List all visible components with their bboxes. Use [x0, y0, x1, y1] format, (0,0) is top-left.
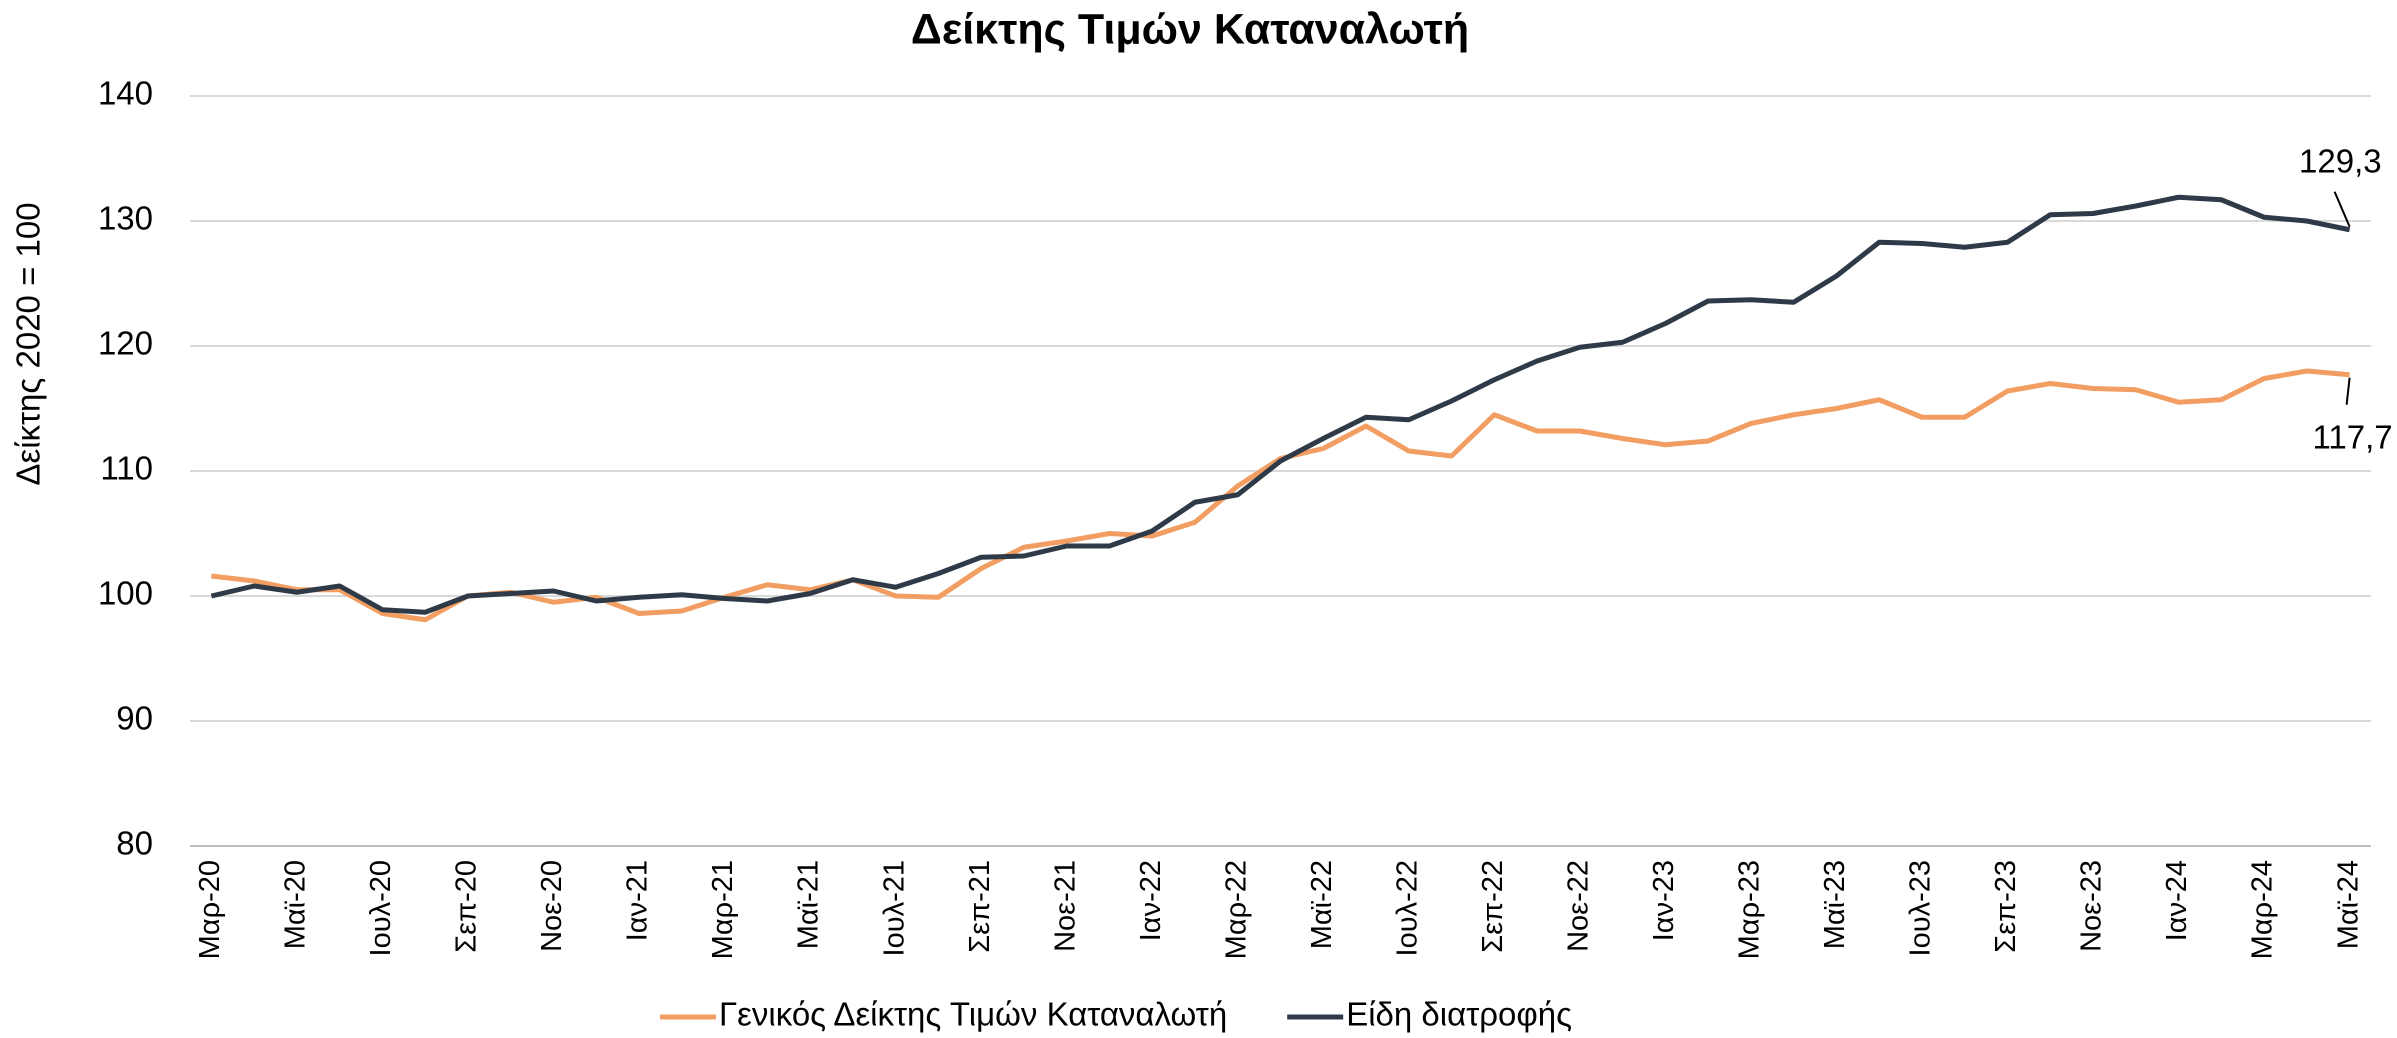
- x-tick-label: Μαρ-20: [194, 860, 226, 959]
- x-tick-label: Μαϊ-20: [280, 860, 312, 949]
- label-leader: [2345, 377, 2351, 405]
- data-label: 117,7: [2312, 418, 2392, 455]
- label-leader: [2333, 191, 2351, 228]
- x-tick-label: Μαϊ-24: [2332, 860, 2364, 949]
- series-line: [211, 368, 2350, 623]
- x-tick-label: Ιουλ-23: [1905, 860, 1937, 956]
- y-tick-label: 110: [100, 450, 153, 487]
- x-tick-label: Ιαν-21: [622, 860, 654, 941]
- x-tick-label: Μαρ-24: [2247, 860, 2279, 959]
- x-tick-label: Μαϊ-23: [1819, 860, 1851, 949]
- y-tick-label: 100: [98, 575, 153, 612]
- x-tick-label: Ιαν-24: [2161, 860, 2193, 941]
- x-tick-label: Νοε-20: [536, 860, 568, 952]
- x-tick-label: Ιουλ-22: [1391, 860, 1423, 956]
- legend-label: Γενικός Δείκτης Τιμών Καταναλωτή: [719, 996, 1227, 1033]
- x-tick-label: Ιαν-22: [1135, 860, 1167, 941]
- x-tick-label: Νοε-21: [1049, 860, 1081, 952]
- x-tick-label: Σεπ-22: [1477, 860, 1509, 953]
- x-tick-label: Μαϊ-22: [1306, 860, 1338, 949]
- x-tick-label: Νοε-23: [2076, 860, 2108, 952]
- x-tick-label: Σεπ-20: [451, 860, 483, 953]
- data-label: 129,3: [2299, 142, 2382, 179]
- y-tick-label: 140: [98, 75, 153, 112]
- x-tick-label: Ιουλ-21: [878, 860, 910, 956]
- y-tick-label: 90: [116, 700, 153, 737]
- x-tick-label: Σεπ-21: [964, 860, 996, 953]
- x-tick-label: Μαρ-23: [1734, 860, 1766, 959]
- series-line: [210, 194, 2351, 615]
- x-tick-label: Μαϊ-21: [793, 860, 825, 949]
- chart-title: Δείκτης Τιμών Καταναλωτή: [911, 5, 1469, 53]
- y-tick-label: 120: [98, 325, 153, 362]
- x-tick-label: Ιαν-23: [1648, 860, 1680, 941]
- x-tick-label: Μαρ-21: [707, 860, 739, 959]
- x-tick-label: Σεπ-23: [1990, 860, 2022, 953]
- x-tick-label: Ιουλ-20: [365, 860, 397, 956]
- y-tick-label: 80: [116, 825, 153, 862]
- x-tick-label: Νοε-22: [1563, 860, 1595, 952]
- y-axis-title: Δείκτης 2020 = 100: [10, 202, 47, 485]
- legend-label: Είδη διατροφής: [1346, 996, 1572, 1033]
- y-tick-label: 130: [98, 200, 153, 237]
- x-tick-label: Μαρ-22: [1220, 860, 1252, 959]
